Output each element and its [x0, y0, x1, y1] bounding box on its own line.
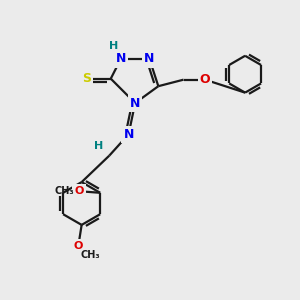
- Text: S: S: [82, 72, 91, 85]
- Text: CH₃: CH₃: [55, 186, 74, 196]
- Text: N: N: [123, 128, 134, 141]
- Text: O: O: [74, 186, 83, 196]
- Text: O: O: [200, 73, 210, 86]
- Text: N: N: [144, 52, 155, 65]
- Text: O: O: [74, 241, 83, 251]
- Text: CH₃: CH₃: [81, 250, 100, 260]
- Text: N: N: [116, 52, 126, 65]
- Text: N: N: [130, 97, 140, 110]
- Text: H: H: [94, 141, 104, 151]
- Text: H: H: [109, 41, 118, 52]
